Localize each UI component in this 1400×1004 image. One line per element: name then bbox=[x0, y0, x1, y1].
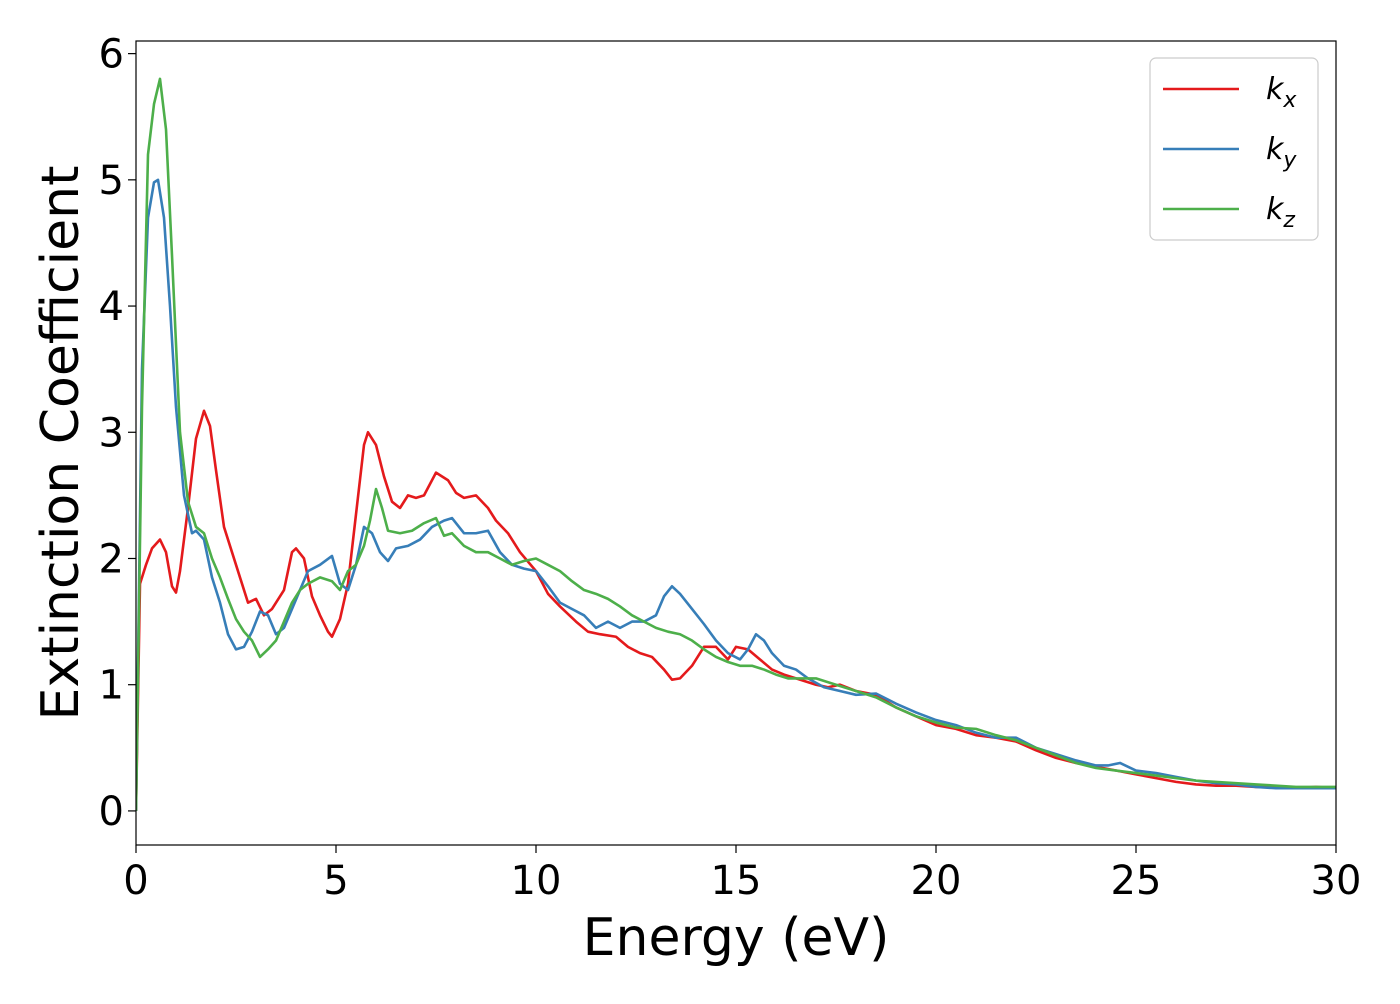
y-axis-label: Extinction Coefficient bbox=[31, 166, 91, 721]
x-tick-label: 20 bbox=[911, 858, 962, 904]
x-tick-label: 15 bbox=[711, 858, 762, 904]
legend-label-ky: ky bbox=[1266, 132, 1297, 173]
x-tick-label: 30 bbox=[1311, 858, 1362, 904]
x-tick-label: 25 bbox=[1111, 858, 1162, 904]
x-axis-label: Energy (eV) bbox=[583, 908, 890, 968]
series-line-ky bbox=[136, 178, 1336, 811]
y-tick-label: 4 bbox=[99, 284, 124, 330]
y-tick-label: 5 bbox=[99, 158, 124, 204]
legend: kx ky kz bbox=[1149, 57, 1319, 241]
x-tick-label: 10 bbox=[511, 858, 562, 904]
y-tick-label: 3 bbox=[99, 410, 124, 456]
y-tick-label: 1 bbox=[99, 663, 124, 709]
y-tick-label: 0 bbox=[99, 789, 124, 835]
legend-label-kz: kz bbox=[1266, 192, 1295, 233]
x-tick-label: 0 bbox=[123, 858, 148, 904]
series-line-kz bbox=[136, 77, 1336, 811]
legend-label-kx: kx bbox=[1266, 72, 1297, 113]
x-axis-ticks: 0 5 10 15 20 25 30 bbox=[123, 845, 1361, 904]
y-tick-label: 2 bbox=[99, 536, 124, 582]
y-tick-label: 6 bbox=[99, 32, 124, 78]
series-layer bbox=[136, 77, 1336, 811]
legend-entries: kx ky kz bbox=[1163, 72, 1297, 233]
x-tick-label: 5 bbox=[323, 858, 348, 904]
series-line-kx bbox=[136, 409, 1336, 811]
y-axis-ticks: 0 1 2 3 4 5 6 bbox=[99, 32, 136, 835]
